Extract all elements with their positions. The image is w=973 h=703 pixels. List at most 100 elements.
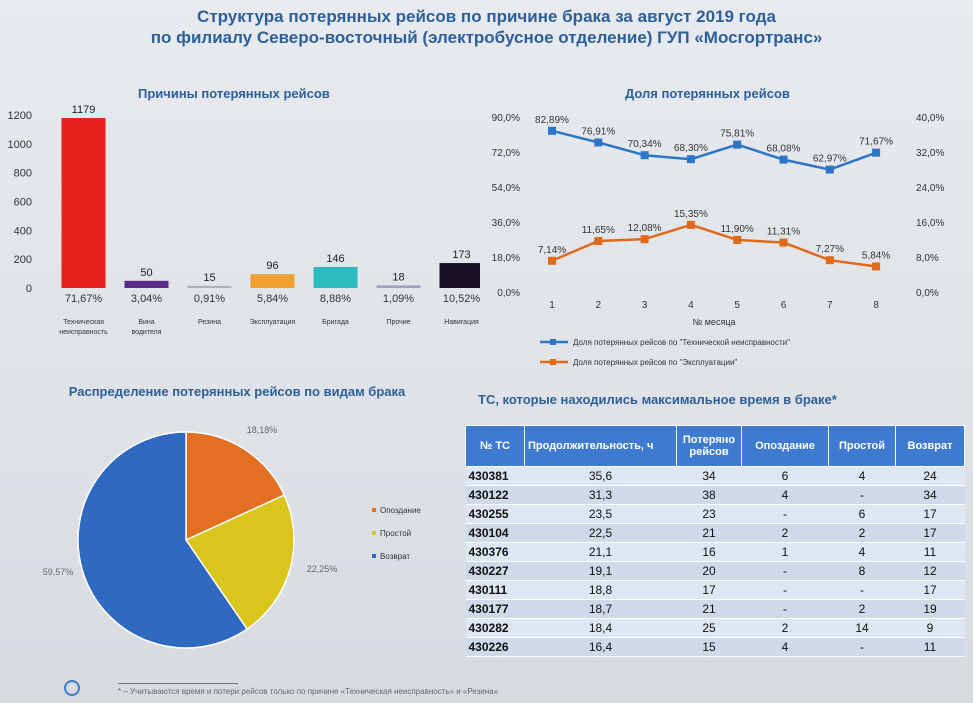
left-axis-tick: 36,0% [492,218,520,229]
bar-chart: 0 200 400 600 800 1000 1200 1179 71,67% Техническ… [8,104,480,336]
vehicles-table: № ТС Продолжительность, ч Потеряно рейсов О… [465,425,965,657]
table-row: 430255 23,5 23-6 17 [465,504,965,524]
legend-marker [372,531,376,535]
table-title: ТС, которые находились максимальное врем… [478,392,837,407]
table-cell: 8 [828,561,896,581]
category-label: Бригада [322,319,349,326]
table-cell: 22,5 [524,523,677,543]
table-cell: 9 [895,618,965,638]
table-cell: 430104 [465,523,525,543]
y-tick-label: 0 [26,283,32,295]
bar-value-label: 18 [392,271,404,283]
x-tick-label: 3 [642,300,648,311]
table-cell: 430376 [465,542,525,562]
data-label: 11,65% [582,225,615,236]
table-cell: 17 [895,504,965,524]
category-label: водителя [131,329,161,336]
table-header: Потеряно рейсов [676,425,742,467]
pie-chart: 18,18% 22,25% 59,57% Опоздание Простой Возвра… [43,425,421,649]
table-cell: 6 [741,466,829,486]
data-label: 82,89% [535,115,569,126]
table-cell: 18,8 [524,580,677,600]
bar-value-label: 50 [140,267,152,279]
left-axis-tick: 54,0% [492,183,520,194]
table-cell: 2 [828,599,896,619]
x-tick-label: 8 [873,300,879,311]
table-cell: 430226 [465,637,525,657]
table-header: Продолжительность, ч [524,425,677,467]
data-label: 62,97% [813,154,847,165]
table-cell: 17 [895,580,965,600]
data-point [733,140,742,149]
data-label: 15,35% [674,209,708,220]
legend-marker [550,359,556,365]
data-point [640,235,649,244]
pie-value-label: 18,18% [247,425,278,435]
legend-label: Опоздание [380,506,421,515]
data-label: 70,34% [628,139,662,150]
table-cell: 4 [741,485,829,505]
legend-marker [372,508,376,512]
bar [313,266,358,288]
page-title: Структура потерянных рейсов по причине б… [0,6,973,48]
table-cell: 24 [895,466,965,486]
table-cell: 25 [676,618,742,638]
legend-marker [372,554,376,558]
table-cell: 430381 [465,466,525,486]
left-axis-tick: 72,0% [492,148,520,159]
bar-percent-label: 1,09% [383,293,414,305]
table-cell: 12 [895,561,965,581]
data-point [548,126,556,135]
x-tick-label: 2 [596,300,602,311]
right-axis-tick: 8,0% [916,253,939,264]
table-cell: 4 [828,466,896,486]
table-header: Возврат [895,425,965,467]
pie-value-label: 59,57% [43,567,74,577]
right-axis-tick: 0,0% [916,288,939,299]
table-header: № ТС [465,425,525,467]
table-cell: 23,5 [524,504,677,524]
bar-percent-label: 10,52% [443,293,480,305]
x-tick-label: 1 [549,300,555,311]
table-cell: 2 [741,618,829,638]
data-point [594,237,603,246]
bar [439,263,480,288]
table-cell: 21,1 [524,542,677,562]
table-cell: - [828,580,896,600]
bar-value-label: 173 [452,249,470,261]
table-cell: 23 [676,504,742,524]
table-cell: 2 [741,523,829,543]
legend-marker [550,339,556,345]
legend-label: Простой [380,529,411,538]
series-line [551,223,877,268]
table-cell: 17 [676,580,742,600]
table-cell: 21 [676,599,742,619]
table-cell: 16 [676,542,742,562]
data-point [779,155,788,164]
table-cell: 11 [895,637,965,657]
legend-label: Доля потерянных рейсов по "Технической н… [573,338,790,347]
data-point [779,238,788,247]
x-axis-label: № месяца [693,317,736,327]
table-cell: 430282 [465,618,525,638]
table-cell: - [741,504,829,524]
line-chart: 0,0% 18,0% 36,0% 54,0% 72,0% 90,0% 0,0% 8,0% 16,… [492,113,945,367]
bar-value-label: 146 [326,253,344,265]
table-row: 430381 35,6 34 6 4 24 [465,466,965,486]
logo-icon [64,680,80,696]
table-row: 430122 31,3 38 4-34 [465,485,965,505]
table-cell: 4 [828,542,896,562]
x-tick-label: 6 [781,300,787,311]
table-cell: 20 [676,561,742,581]
data-point [733,235,742,244]
right-axis-tick: 24,0% [916,183,944,194]
line-chart-title: Доля потерянных рейсов [625,86,790,101]
right-axis-tick: 16,0% [916,218,944,229]
bar-value-label: 15 [203,272,215,284]
pie-slice [77,431,249,649]
footnote-divider [118,683,238,684]
legend-label: Доля потерянных рейсов по "Эксплуатации" [573,358,737,367]
bar [124,280,169,288]
data-label: 11,31% [767,227,800,238]
x-tick-label: 4 [688,300,694,311]
